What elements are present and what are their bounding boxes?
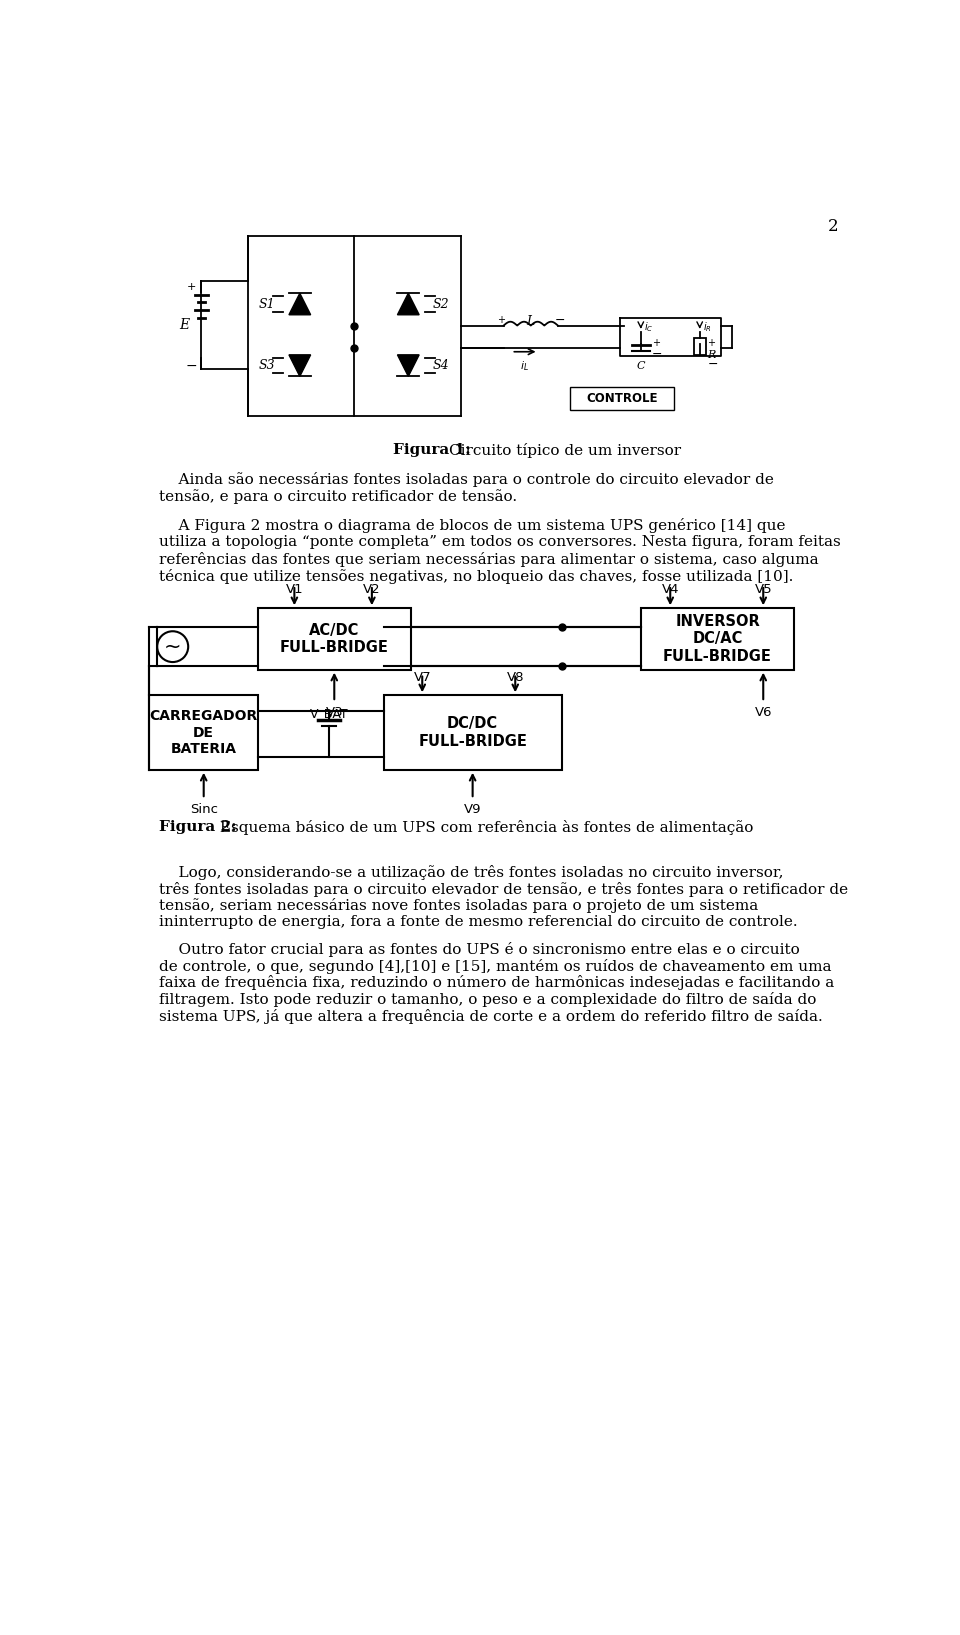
- Text: $i_C$: $i_C$: [644, 320, 654, 334]
- Text: S1: S1: [259, 298, 276, 311]
- Text: A Figura 2 mostra o diagrama de blocos de um sistema UPS genérico [14] que: A Figura 2 mostra o diagrama de blocos d…: [158, 518, 785, 533]
- Text: V3: V3: [325, 706, 343, 719]
- Polygon shape: [397, 355, 420, 376]
- Text: V8: V8: [507, 672, 524, 685]
- Text: Figura 1:: Figura 1:: [393, 443, 470, 456]
- Text: −: −: [708, 358, 718, 371]
- Text: +: +: [652, 337, 660, 348]
- Text: referências das fontes que seriam necessárias para alimentar o sistema, caso alg: referências das fontes que seriam necess…: [158, 553, 818, 567]
- Text: C: C: [636, 361, 645, 371]
- Text: V4: V4: [661, 582, 679, 595]
- Text: ~: ~: [164, 636, 181, 657]
- Text: S3: S3: [259, 360, 276, 373]
- Text: V7: V7: [414, 672, 431, 685]
- Text: tensão, e para o circuito retificador de tensão.: tensão, e para o circuito retificador de…: [158, 489, 516, 504]
- Text: técnica que utilize tensões negativas, no bloqueio das chaves, fosse utilizada [: técnica que utilize tensões negativas, n…: [158, 569, 793, 584]
- Text: S2: S2: [433, 298, 449, 311]
- Polygon shape: [289, 355, 311, 376]
- Text: V_BAT: V_BAT: [310, 706, 348, 719]
- Text: filtragem. Isto pode reduzir o tamanho, o peso e a complexidade do filtro de saí: filtragem. Isto pode reduzir o tamanho, …: [158, 992, 816, 1007]
- Bar: [258, 608, 411, 670]
- Bar: [383, 695, 562, 770]
- Text: DC/DC
FULL-BRIDGE: DC/DC FULL-BRIDGE: [419, 716, 527, 749]
- Text: S4: S4: [433, 360, 449, 373]
- Text: Circuito típico de um inversor: Circuito típico de um inversor: [449, 443, 682, 458]
- Text: R: R: [708, 350, 716, 360]
- Text: $i_L$: $i_L$: [520, 360, 529, 373]
- Text: utiliza a topologia “ponte completa” em todos os conversores. Nesta figura, fora: utiliza a topologia “ponte completa” em …: [158, 535, 841, 549]
- Text: Logo, considerando-se a utilização de três fontes isoladas no circuito inversor,: Logo, considerando-se a utilização de tr…: [158, 865, 783, 880]
- Text: faixa de frequência fixa, reduzindo o número de harmônicas indesejadas e facilit: faixa de frequência fixa, reduzindo o nú…: [158, 976, 834, 991]
- Text: V5: V5: [755, 582, 772, 595]
- Text: +: +: [186, 283, 196, 293]
- Text: Outro fator crucial para as fontes do UPS é o sincronismo entre elas e o circuit: Outro fator crucial para as fontes do UP…: [158, 942, 800, 956]
- Text: de controle, o que, segundo [4],[10] e [15], mantém os ruídos de chaveamento em : de controle, o que, segundo [4],[10] e […: [158, 958, 831, 973]
- Text: −: −: [652, 348, 662, 361]
- Text: V1: V1: [285, 582, 303, 595]
- Polygon shape: [289, 293, 311, 316]
- Text: $i_R$: $i_R$: [703, 320, 711, 334]
- Bar: [693, 338, 706, 355]
- Text: V6: V6: [755, 706, 772, 719]
- Text: V9: V9: [464, 803, 481, 816]
- Bar: [641, 608, 794, 670]
- Text: ininterrupto de energia, fora a fonte de mesmo referencial do circuito de contro: ininterrupto de energia, fora a fonte de…: [158, 916, 798, 929]
- Text: V2: V2: [363, 582, 381, 595]
- Polygon shape: [397, 293, 420, 316]
- Text: −: −: [185, 358, 197, 373]
- Text: L: L: [527, 316, 535, 327]
- Text: três fontes isoladas para o circuito elevador de tensão, e três fontes para o re: três fontes isoladas para o circuito ele…: [158, 881, 848, 896]
- Text: Figura 2:: Figura 2:: [158, 819, 236, 834]
- Text: sistema UPS, já que altera a frequência de corte e a ordem do referido filtro de: sistema UPS, já que altera a frequência …: [158, 1009, 823, 1024]
- Text: INVERSOR
DC/AC
FULL-BRIDGE: INVERSOR DC/AC FULL-BRIDGE: [663, 615, 772, 664]
- Text: tensão, seriam necessárias nove fontes isoladas para o projeto de um sistema: tensão, seriam necessárias nove fontes i…: [158, 899, 758, 914]
- Text: AC/DC
FULL-BRIDGE: AC/DC FULL-BRIDGE: [280, 623, 389, 656]
- Text: +: +: [497, 316, 505, 325]
- Text: CARREGADOR
DE
BATERIA: CARREGADOR DE BATERIA: [150, 710, 258, 755]
- Text: −: −: [555, 314, 565, 327]
- Text: E: E: [180, 319, 189, 332]
- Bar: [150, 695, 258, 770]
- Text: +: +: [708, 337, 715, 348]
- Text: CONTROLE: CONTROLE: [586, 392, 658, 405]
- Text: Esquema básico de um UPS com referência às fontes de alimentação: Esquema básico de um UPS com referência …: [214, 819, 753, 835]
- Text: Ainda são necessárias fontes isoladas para o controle do circuito elevador de: Ainda são necessárias fontes isoladas pa…: [158, 473, 774, 487]
- Text: Sinc: Sinc: [190, 803, 218, 816]
- Text: 2: 2: [828, 217, 838, 235]
- Bar: [569, 387, 674, 410]
